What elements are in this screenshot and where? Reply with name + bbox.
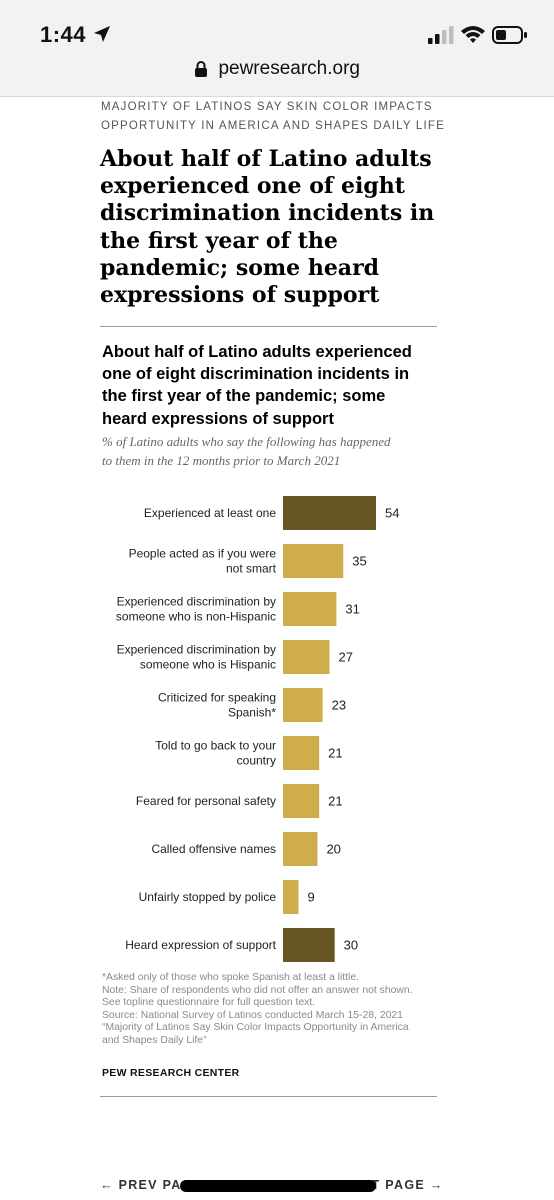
location-arrow-icon xyxy=(94,26,110,42)
chart-title-line: one of eight discrimination incidents in xyxy=(102,365,410,384)
bar xyxy=(283,544,344,578)
address-bar[interactable]: pewresearch.org xyxy=(0,58,554,88)
data-label: 31 xyxy=(345,602,359,617)
chart-subtitle-line: % of Latino adults who say the following… xyxy=(102,434,391,449)
category-label: country xyxy=(237,754,276,768)
chart-subtitle: % of Latino adults who say the following… xyxy=(102,432,437,470)
note-line: *Asked only of those who spoke Spanish a… xyxy=(102,972,360,983)
note-line: Source: National Survey of Latinos condu… xyxy=(102,1009,403,1021)
note-line: Note: Share of respondents who did not o… xyxy=(102,984,413,996)
category-label: not smart xyxy=(226,562,277,576)
bar xyxy=(283,592,337,626)
chart-title-line: About half of Latino adults experienced xyxy=(102,343,412,361)
note-line: “Majority of Latinos Say Skin Color Impa… xyxy=(102,1022,409,1034)
category-label: Experienced at least one xyxy=(144,506,276,520)
chart-title-line: heard expressions of support xyxy=(102,409,334,428)
data-label: 30 xyxy=(344,938,358,953)
bar xyxy=(283,832,318,866)
headline-line: About half of Latino adults xyxy=(100,146,432,172)
bar xyxy=(283,496,376,530)
status-time: 1:44 xyxy=(40,22,87,47)
lock-icon xyxy=(195,61,207,77)
headline-line: the first year of the xyxy=(100,227,338,254)
data-label: 20 xyxy=(326,842,340,857)
bar-chart: 54 Experienced at least one 35 People acted… xyxy=(116,496,399,962)
chart-title-line: the first year of the pandemic; some xyxy=(102,387,386,406)
kicker-line: MAJORITY OF LATINOS SAY SKIN COLOR IMPAC… xyxy=(101,101,433,113)
category-label: Spanish* xyxy=(228,706,276,720)
prev-page-link[interactable]: ← PREV PAGE xyxy=(100,1178,203,1192)
headline-line: discrimination incidents in xyxy=(100,200,435,227)
bar xyxy=(283,880,299,914)
category-label: Experienced discrimination by xyxy=(117,643,276,657)
category-label: Unfairly stopped by police xyxy=(139,890,277,904)
category-label: Criticized for speaking xyxy=(158,691,276,705)
data-label: 9 xyxy=(308,890,315,905)
data-label: 35 xyxy=(352,554,366,569)
bar xyxy=(283,736,320,770)
category-label: People acted as if you were xyxy=(129,547,277,561)
article-kicker[interactable]: MAJORITY OF LATINOS SAY SKIN COLOR IMPAC… xyxy=(101,98,461,136)
chart-subtitle-line: to them in the 12 months prior to March … xyxy=(102,453,341,468)
data-label: 54 xyxy=(385,506,399,521)
category-label: someone who is non-Hispanic xyxy=(116,610,276,624)
divider xyxy=(100,326,437,327)
chart-notes: *Asked only of those who spoke Spanish a… xyxy=(102,972,442,1048)
page-title: About half of Latino adults experienced … xyxy=(100,146,445,309)
data-label: 21 xyxy=(328,794,342,809)
headline-line: expressions of support xyxy=(100,282,380,309)
note-line: and Shapes Daily Life” xyxy=(102,1034,207,1046)
browser-status-bar: 1:44 pewresearch.org xyxy=(0,0,554,97)
battery-icon xyxy=(492,26,527,44)
category-label: Heard expression of support xyxy=(125,938,276,952)
category-label: Feared for personal safety xyxy=(136,794,276,808)
headline-line: pandemic; some heard xyxy=(100,254,380,281)
category-label: Experienced discrimination by xyxy=(117,595,276,609)
chart-title: About half of Latino adults experienced … xyxy=(102,341,437,430)
bar xyxy=(283,928,335,962)
data-label: 21 xyxy=(328,746,342,761)
note-line: See topline questionnaire for full quest… xyxy=(102,997,316,1009)
bar xyxy=(283,784,320,818)
category-label: Told to go back to your xyxy=(155,739,276,753)
category-label: someone who is Hispanic xyxy=(140,658,276,672)
source-org: PEW RESEARCH CENTER xyxy=(102,1067,240,1079)
headline-line: experienced one of eight xyxy=(100,173,405,200)
wifi-icon xyxy=(461,26,485,43)
url-text: pewresearch.org xyxy=(218,58,360,79)
bar xyxy=(283,640,330,674)
kicker-line: OPPORTUNITY IN AMERICA AND SHAPES DAILY … xyxy=(101,120,446,132)
data-label: 27 xyxy=(339,650,353,665)
signal-icon xyxy=(428,26,454,44)
divider xyxy=(100,1096,437,1097)
bar xyxy=(283,688,323,722)
category-label: Called offensive names xyxy=(151,842,276,856)
redaction-bar xyxy=(180,1180,376,1192)
data-label: 23 xyxy=(332,698,346,713)
